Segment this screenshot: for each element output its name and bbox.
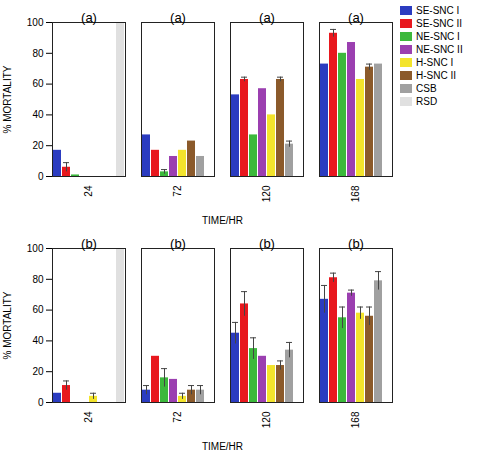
svg-text:% MORTALITY: % MORTALITY xyxy=(2,65,13,133)
svg-text:40: 40 xyxy=(32,335,44,346)
html-text:SE-SNC II: SE-SNC II xyxy=(416,18,463,29)
html-text:CSB: CSB xyxy=(416,83,437,94)
svg-text:20: 20 xyxy=(32,366,44,377)
svg-text:168: 168 xyxy=(350,185,361,202)
svg-text:(b): (b) xyxy=(170,236,186,251)
html-text:H-SNC II: H-SNC II xyxy=(416,70,456,81)
svg-text:60: 60 xyxy=(32,304,44,315)
svg-text:72: 72 xyxy=(172,185,183,197)
html-text:SE-SNC I: SE-SNC I xyxy=(416,5,460,16)
svg-text:24: 24 xyxy=(83,411,94,423)
svg-text:(a): (a) xyxy=(348,10,364,25)
svg-text:168: 168 xyxy=(350,411,361,428)
html-text:NE-SNC I: NE-SNC I xyxy=(416,31,460,42)
svg-text:(b): (b) xyxy=(81,236,97,251)
svg-text:120: 120 xyxy=(261,411,272,428)
svg-text:(b): (b) xyxy=(259,236,275,251)
html-text:NE-SNC II: NE-SNC II xyxy=(416,44,463,55)
svg-text:60: 60 xyxy=(32,78,44,89)
svg-text:120: 120 xyxy=(261,185,272,202)
svg-text:24: 24 xyxy=(83,185,94,197)
svg-text:(a): (a) xyxy=(81,10,97,25)
svg-text:80: 80 xyxy=(32,274,44,285)
svg-text:100: 100 xyxy=(27,243,44,254)
svg-text:TIME/HR: TIME/HR xyxy=(202,441,243,452)
html-text:H-SNC I: H-SNC I xyxy=(416,57,454,68)
svg-text:72: 72 xyxy=(172,411,183,423)
svg-text:(a): (a) xyxy=(170,10,186,25)
svg-text:100: 100 xyxy=(27,17,44,28)
svg-text:20: 20 xyxy=(32,140,44,151)
svg-text:TIME/HR: TIME/HR xyxy=(202,215,243,226)
svg-text:40: 40 xyxy=(32,109,44,120)
html-text:RSD: RSD xyxy=(416,96,438,107)
svg-text:0: 0 xyxy=(38,397,44,408)
svg-text:80: 80 xyxy=(32,48,44,59)
svg-text:% MORTALITY: % MORTALITY xyxy=(2,291,13,359)
svg-text:(b): (b) xyxy=(348,236,364,251)
svg-text:0: 0 xyxy=(38,171,44,182)
svg-text:(a): (a) xyxy=(259,10,275,25)
